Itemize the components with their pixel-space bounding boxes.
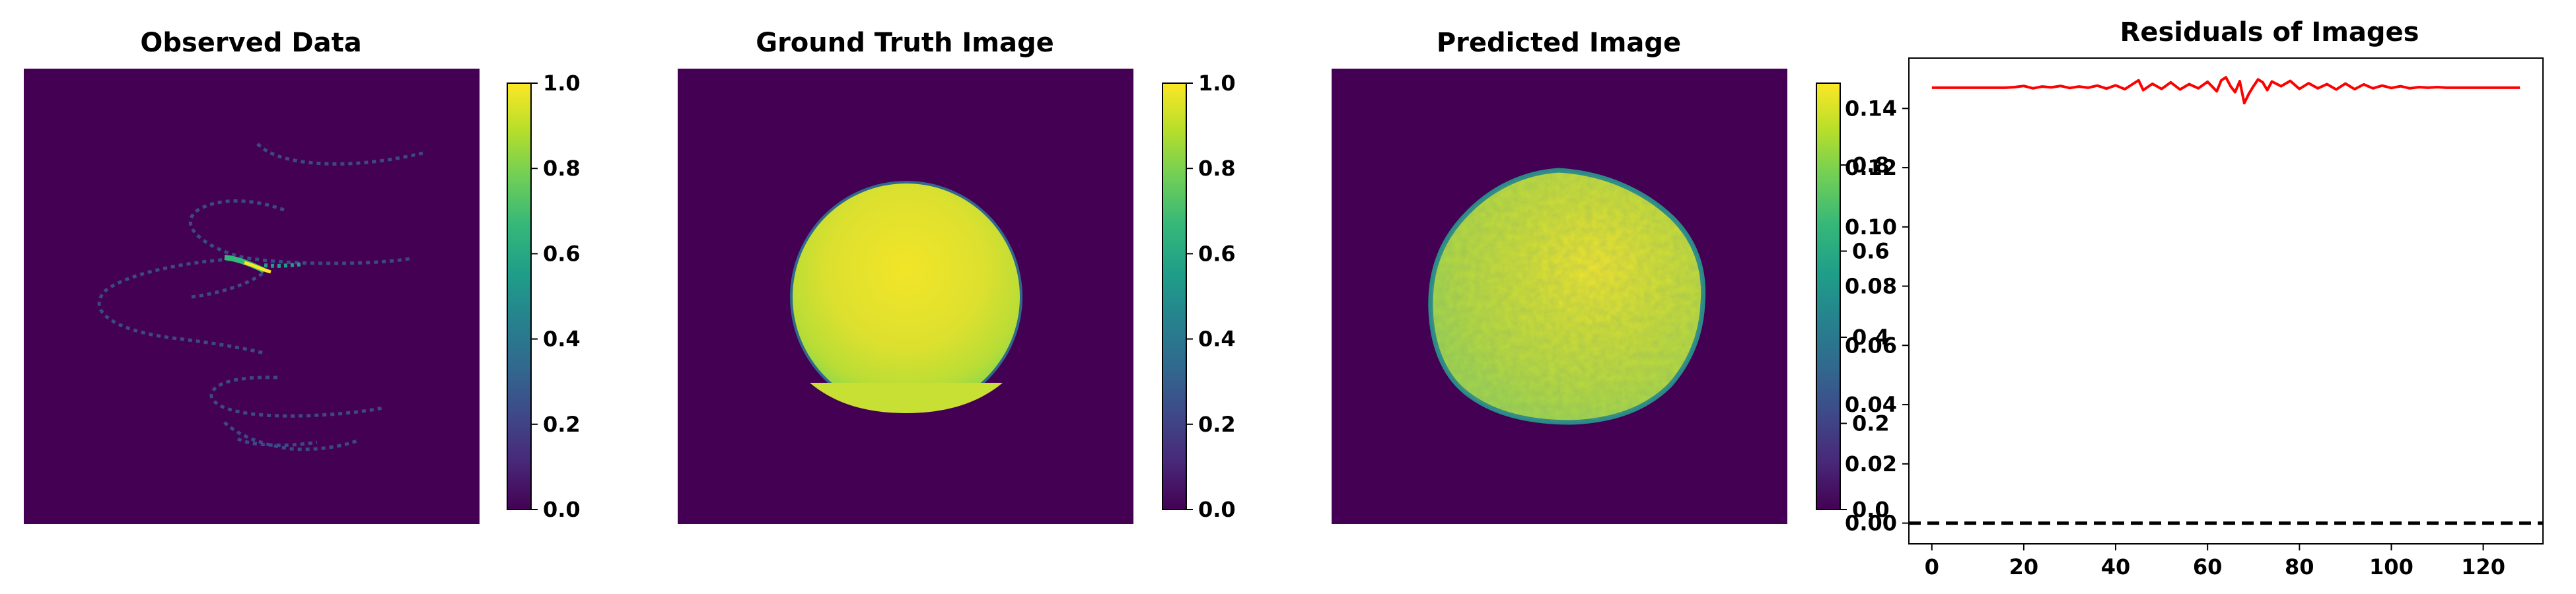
predicted-heatmap: [1332, 69, 1787, 524]
colorbar-predicted-ticks: 0.0 0.2 0.4 0.6 0.8: [1840, 152, 1890, 522]
colorbar-ground-truth-tick-label: 0.6: [1198, 241, 1236, 266]
residuals-axes: 0 20 40 60 80 100 120 0.00 0.02 0.04 0.06 0.08 0.10…: [1845, 57, 2544, 579]
colorbar-ground-truth-tick-label: 1.0: [1198, 71, 1236, 96]
colorbar-observed-tick-label: 0.2: [543, 412, 581, 437]
colorbar-predicted-tick-label: 0.4: [1852, 325, 1890, 350]
colorbar-predicted-tick-label: 0.2: [1852, 411, 1890, 436]
residuals-y-tick-label: 0.14: [1845, 96, 1897, 121]
predicted-disc-noise: [1430, 170, 1703, 422]
residuals-x-tick-label: 120: [2461, 554, 2505, 579]
observed-heatmap: [24, 69, 480, 524]
colorbar-observed-tick-label: 0.0: [543, 497, 581, 522]
colorbar-observed-tick-label: 0.8: [543, 156, 581, 181]
residuals-y-tick-label: 0.06: [1845, 333, 1897, 358]
colorbar-observed-tick-label: 1.0: [543, 71, 581, 96]
residuals-plot-frame: [1908, 57, 2544, 544]
colorbar-ground-truth-tick-label: 0.4: [1198, 327, 1236, 352]
ground-truth-title: Ground Truth Image: [756, 28, 1054, 58]
colorbar-predicted-gradient: [1816, 82, 1841, 510]
colorbar-predicted-tick-label: 0.6: [1852, 238, 1890, 263]
residuals-y-tick-label: 0.08: [1845, 274, 1897, 299]
colorbar-observed-tick-label: 0.4: [543, 327, 581, 352]
residuals-x-tick-label: 40: [2101, 554, 2131, 579]
residuals-x-tick-label: 0: [1925, 554, 1939, 579]
residuals-y-tick-label: 0.02: [1845, 451, 1897, 477]
colorbar-ground-truth-tick-label: 0.2: [1198, 412, 1236, 437]
residuals-x-tick-label: 60: [2193, 554, 2223, 579]
residuals-series-line: [1931, 76, 2521, 105]
residuals-x-tick-label: 80: [2285, 554, 2314, 579]
predicted-title: Predicted Image: [1437, 28, 1681, 58]
colorbar-ground-truth-gradient: [1162, 82, 1187, 510]
residuals-title: Residuals of Images: [2120, 17, 2419, 48]
colorbar-predicted-tick-label: 0.8: [1852, 152, 1890, 178]
residuals-y-tick-label: 0.12: [1845, 155, 1897, 180]
colorbar-ground-truth-ticks: 0.0 0.2 0.4 0.6 0.8 1.0: [1186, 71, 1236, 522]
observed-title: Observed Data: [140, 28, 361, 58]
colorbar-predicted-tick-label: 0.0: [1852, 497, 1890, 522]
residuals-x-tick-label: 100: [2369, 554, 2414, 579]
residuals-y-tick-label: 0.00: [1845, 511, 1897, 536]
observed-scatter-traces: [97, 143, 423, 451]
colorbar-ground-truth-tick-label: 0.8: [1198, 156, 1236, 181]
colorbar-observed-ticks: 0.0 0.2 0.4 0.6 0.8 1.0: [531, 71, 581, 522]
colorbar-observed-gradient: [507, 82, 532, 510]
residuals-y-ticks: 0.00 0.02 0.04 0.06 0.08 0.10 0.12 0.14: [1845, 96, 1909, 536]
ground-truth-disc: [793, 183, 1020, 411]
colorbar-ground-truth-tick-label: 0.0: [1198, 497, 1236, 522]
residuals-lines: [1909, 76, 2543, 525]
residuals-y-tick-label: 0.10: [1845, 214, 1897, 240]
observed-bright-streak: [224, 255, 304, 274]
residuals-x-ticks: 0 20 40 60 80 100 120: [1925, 544, 2505, 579]
colorbar-observed: 0.0 0.2 0.4 0.6 0.8 1.0: [507, 71, 581, 522]
residuals-x-tick-label: 20: [2009, 554, 2039, 579]
colorbar-observed-tick-label: 0.6: [543, 241, 581, 266]
residuals-y-tick-label: 0.04: [1845, 392, 1897, 417]
colorbar-predicted: 0.0 0.2 0.4 0.6 0.8: [1816, 82, 1890, 522]
colorbar-ground-truth: 0.0 0.2 0.4 0.6 0.8 1.0: [1162, 71, 1236, 522]
ground-truth-heatmap: [678, 69, 1133, 524]
